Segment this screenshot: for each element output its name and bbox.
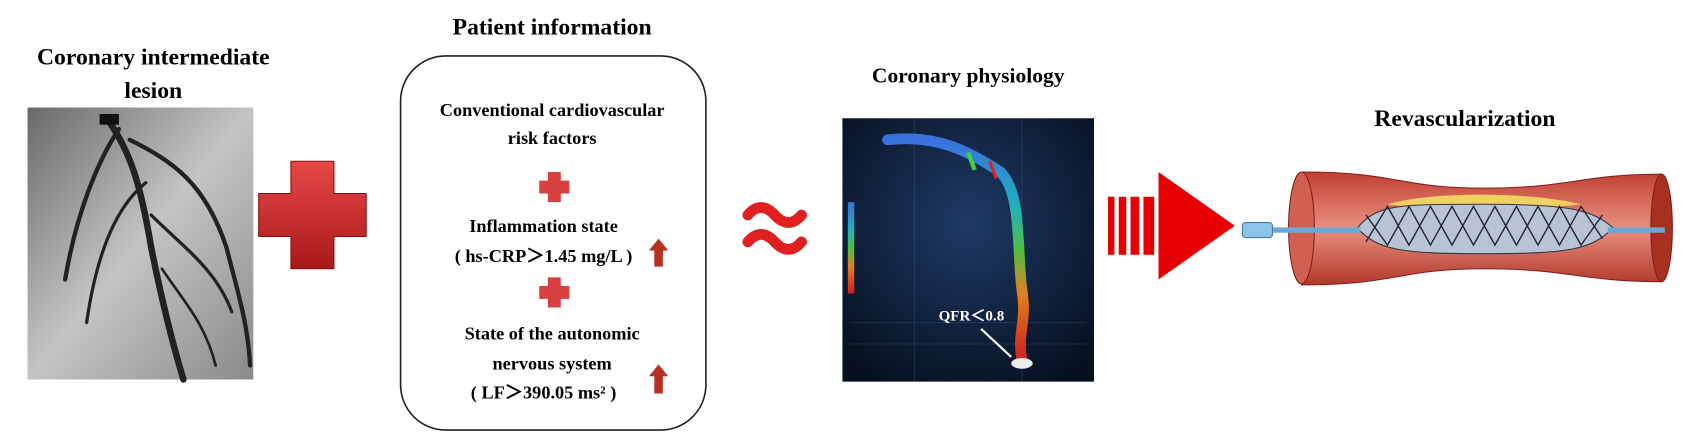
info-text: ( hs-CRP＞1.45 mg/L ) xyxy=(455,246,633,267)
big-arrow xyxy=(1107,172,1235,280)
box-title: Patient information xyxy=(453,14,652,40)
angiogram xyxy=(27,107,254,383)
small-plus xyxy=(539,277,570,308)
info-text: Conventional cardiovascular xyxy=(440,100,665,120)
approx-sign xyxy=(742,202,807,255)
up-arrow xyxy=(648,364,669,394)
info-box xyxy=(399,55,707,431)
info-text: risk factors xyxy=(508,128,597,148)
small-plus xyxy=(539,172,570,203)
info-text: Inflammation state xyxy=(469,216,618,236)
panel-title: lesion xyxy=(124,78,182,104)
info-text: State of the autonomic xyxy=(465,324,640,344)
panel-title: Coronary physiology xyxy=(872,63,1065,87)
info-text: nervous system xyxy=(493,354,612,374)
panel-title: Revascularization xyxy=(1374,106,1555,132)
annotation: QFR＜0.8 xyxy=(939,309,1005,325)
up-arrow xyxy=(648,238,669,267)
info-text: ( LF＞390.05 ms² ) xyxy=(471,383,617,404)
panel-title: Coronary intermediate xyxy=(37,45,270,71)
plus-icon xyxy=(258,160,367,270)
qfr-image xyxy=(842,118,1094,382)
stent-illustration xyxy=(1241,171,1673,286)
